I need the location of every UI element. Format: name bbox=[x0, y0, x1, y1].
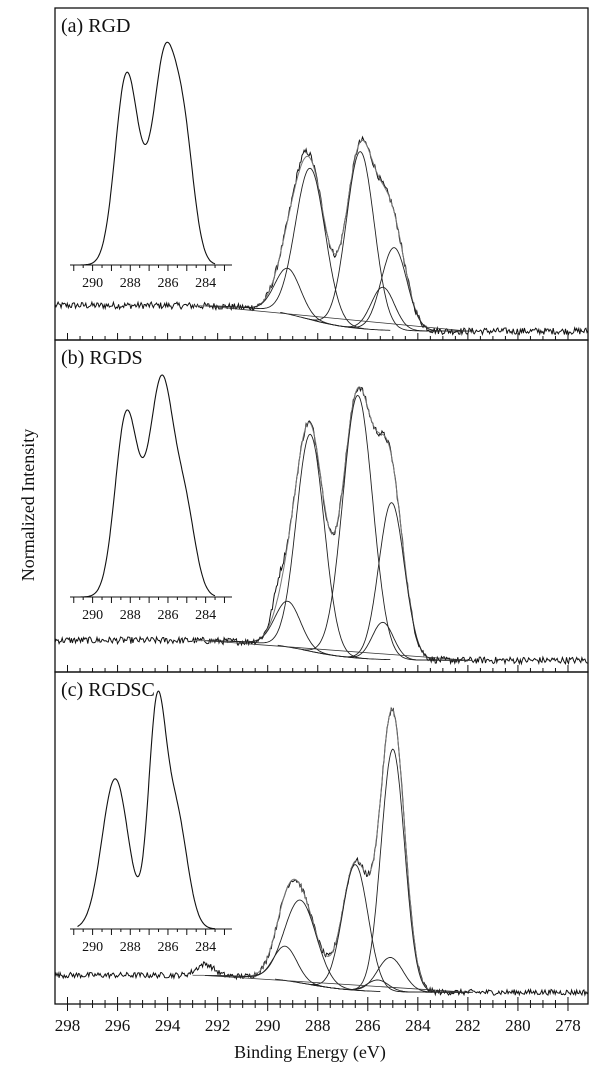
panel-3: (c) RGDSC 290 288 286 284 bbox=[54, 671, 589, 1005]
inset-tick-label: 290 bbox=[82, 276, 103, 291]
x-tick-label: 284 bbox=[405, 1016, 431, 1035]
panel-title: (b) RGDS bbox=[61, 347, 143, 369]
fit-baseline bbox=[205, 975, 468, 993]
component-peak-4 bbox=[302, 286, 463, 332]
inset-tick-label: 290 bbox=[82, 608, 103, 623]
x-tick-label: 296 bbox=[105, 1016, 131, 1035]
component-peak-5 bbox=[313, 247, 475, 332]
x-tick-label: 286 bbox=[355, 1016, 381, 1035]
component-peak-3 bbox=[277, 394, 438, 661]
x-axis: 298 296 294 292 290 288 286 284 282 280 278 bbox=[55, 1004, 581, 1035]
x-tick-label: 292 bbox=[205, 1016, 231, 1035]
inset-tick-label: 288 bbox=[120, 608, 141, 623]
fit-envelope-line bbox=[192, 708, 468, 993]
x-tick-label: 280 bbox=[505, 1016, 531, 1035]
x-tick-label: 290 bbox=[255, 1016, 281, 1035]
inset-spectrum-line bbox=[77, 374, 216, 598]
inset-tick-label: 288 bbox=[120, 276, 141, 291]
x-axis-label: Binding Energy (eV) bbox=[234, 1042, 386, 1063]
panel-2: (b) RGDS 290 288 286 284 bbox=[54, 339, 589, 673]
x-tick-label: 278 bbox=[555, 1016, 581, 1035]
component-peak-6 bbox=[310, 957, 471, 993]
y-axis-label: Normalized Intensity bbox=[18, 429, 38, 581]
inset-tick-label: 284 bbox=[195, 940, 216, 955]
panel-title: (a) RGD bbox=[61, 15, 130, 37]
fit-baseline bbox=[205, 305, 468, 332]
fit-envelope-line bbox=[192, 139, 468, 332]
inset-tick-label: 284 bbox=[195, 608, 216, 623]
inset: 290 288 286 284 bbox=[70, 690, 232, 955]
inset: 290 288 286 284 bbox=[70, 41, 232, 291]
inset-spectrum-line bbox=[77, 690, 215, 930]
inset-tick-label: 288 bbox=[120, 940, 141, 955]
inset-tick-label: 286 bbox=[157, 276, 178, 291]
x-tick-label: 294 bbox=[155, 1016, 181, 1035]
component-peak-1 bbox=[207, 600, 368, 660]
component-peak-5 bbox=[312, 748, 473, 993]
inset-tick-label: 286 bbox=[157, 608, 178, 623]
inset-tick-label: 284 bbox=[195, 276, 216, 291]
fit-baseline bbox=[205, 640, 468, 661]
spectrum-line bbox=[54, 135, 589, 337]
panel-frame bbox=[54, 671, 589, 1005]
component-peak-1 bbox=[207, 267, 368, 330]
component-peak-2 bbox=[230, 167, 391, 331]
component-peak-2 bbox=[230, 433, 391, 661]
component-peak-5 bbox=[311, 502, 472, 661]
inset-tick-label: 286 bbox=[157, 940, 178, 955]
x-tick-label: 298 bbox=[55, 1016, 81, 1035]
fit-envelope-line bbox=[192, 386, 468, 661]
x-tick-label: 288 bbox=[305, 1016, 331, 1035]
inset-tick-label: 290 bbox=[82, 940, 103, 955]
x-tick-label: 282 bbox=[455, 1016, 481, 1035]
inset: 290 288 286 284 bbox=[70, 374, 232, 623]
inset-spectrum-line bbox=[77, 41, 216, 266]
panel-title: (c) RGDSC bbox=[61, 679, 155, 701]
panel-1: (a) RGD 290 288 286 284 bbox=[54, 7, 589, 341]
